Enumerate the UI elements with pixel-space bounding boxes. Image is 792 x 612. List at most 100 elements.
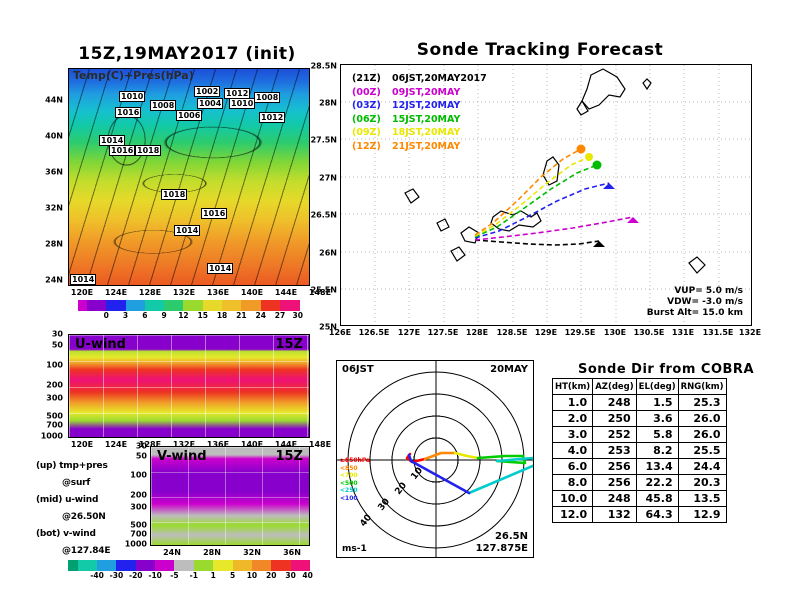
cell-az: 256 [592,458,637,475]
colorbar-tick: -10 [148,571,162,580]
cell-az: 248 [592,490,637,507]
isobar-label: 1010 [119,91,146,102]
legend-label: 06JST,20MAY2017 [392,73,487,84]
table-row: 6.0 256 13.4 24.4 [551,458,727,475]
isobar-label: 1002 [194,86,221,97]
panel-description-caption: (up) tmp+pres @surf (mid) u-wind @26.50N… [36,458,148,560]
y-tick: 100 [130,470,147,480]
isobar-label: 1016 [201,208,228,219]
x-tick: 124E [104,440,128,449]
colorbar-tick: 0 [103,311,109,320]
isobar-label: 1018 [161,189,188,200]
colorbar-tick: 30 [285,571,296,580]
legend-label: 15JST,20MAY [392,113,461,125]
legend-time: (09Z) [352,127,381,139]
x-tick: 24N [163,548,181,557]
v-wind-time-label: 15Z [275,449,303,464]
y-tick: 28N [45,239,63,249]
table-row: 8.0 256 22.2 20.3 [551,474,727,491]
x-tick: 32N [243,548,261,557]
table-row: 1.0 248 1.5 25.3 [551,394,727,411]
x-tick: 36N [283,548,301,557]
sonde-track-03z [474,182,610,239]
table-row: 4.0 253 8.2 25.5 [551,442,727,459]
ring-label: 30 [376,497,392,513]
u-wind-time-label: 15Z [275,337,303,352]
isobar-label: 1006 [176,110,203,121]
level-item: <850 [340,464,358,472]
v-wind-x-axis: 24N 28N 32N 36N [150,548,310,560]
legend-label: 09JST,20MAY [392,86,461,98]
u-wind-x-axis: 120E 124E 128E 132E 136E 140E 144E 148E [60,440,331,452]
isobar-label: 1016 [115,107,142,118]
colorbar-tick: 6 [142,311,148,320]
colorbar-tick: 10 [246,571,258,580]
isobar-label: 1014 [207,263,234,274]
x-tick: 129E [534,328,558,337]
cell-ht: 8.0 [551,474,594,491]
vdw-value: VDW= -3.0 m/s [667,297,743,307]
cell-ht: 6.0 [551,458,594,475]
x-tick: 128E [138,288,162,297]
tracking-title: Sonde Tracking Forecast [416,40,664,60]
x-tick: 140E [240,440,264,449]
cell-rng: 26.0 [677,426,727,443]
y-tick: 24N [45,275,63,285]
cell-az: 253 [592,442,637,459]
wind-colorbar: -40 -30 -20 -10 -5 -1 1 5 10 20 30 40 [68,560,313,580]
caption-line-bot-detail: @127.84E [62,546,111,556]
colorbar-tick: 1 [210,571,216,580]
level-item: <500 [340,479,358,487]
hodograph-trace [405,451,533,495]
y-tick: 25N [319,322,337,332]
caption-line-top-detail: @surf [62,478,91,488]
tracking-y-axis: 28.5N 28N 27.5N 27N 26.5N 26N 25.5N 25N [310,62,340,332]
caption-line-bot: (bot) v-wind [36,529,96,539]
legend-label: 12JST,20MAY [392,100,461,112]
sonde-track-09z [474,156,590,237]
cell-rng: 25.3 [677,394,727,411]
colorbar-tick: -30 [109,571,124,580]
x-tick: 132E [172,440,196,449]
table-header-row: HT(km) AZ(deg) EL(deg) RNG(km) [551,378,727,395]
cell-el: 64.3 [635,506,679,523]
x-tick: 136E [206,288,230,297]
column-header-el: EL(deg) [635,378,679,395]
ring-label: 20 [393,481,409,497]
x-tick: 136E [206,440,230,449]
x-tick: 127E [397,328,421,337]
v-wind-plot: V-wind 15Z [150,446,310,546]
level-item: <250 [340,487,358,495]
x-tick: 128E [465,328,489,337]
y-tick: 1000 [40,431,63,441]
colorbar-tick: -1 [189,571,198,580]
cell-rng: 24.4 [677,458,727,475]
colorbar-tick: 18 [216,311,228,320]
isobar-label: 1008 [150,100,177,111]
table-row: 10.0 248 45.8 13.5 [551,490,727,507]
x-tick: 120E [70,288,94,297]
table-row: 2.0 250 3.6 26.0 [551,410,727,427]
cell-rng: 26.0 [677,410,727,427]
cell-rng: 13.5 [677,490,727,507]
map-label-overlay-title: Temp(C)+Pres(hPa) [73,69,194,82]
legend-time: (12Z) [352,140,381,152]
x-tick: 126.5E [358,328,390,337]
isobar-label: 1016 [109,145,136,156]
hodograph-date-label: 20MAY [490,364,528,375]
y-tick: 30 [135,441,147,451]
table-row: 12.0 132 64.3 12.9 [551,506,727,523]
y-tick: 50 [51,340,63,350]
legend-item: (00Z) 09JST,20MAY [352,86,487,100]
x-tick: 148E [308,440,332,449]
isobar-label: 1014 [174,225,201,236]
isobar-label: 1012 [224,88,251,99]
vup-value: VUP= 5.0 m/s [674,286,743,296]
level-item: <100 [340,494,358,502]
legend-time: (00Z) [352,86,381,98]
x-tick: 130.5E [633,328,665,337]
u-wind-plot: U-wind 15Z [68,334,310,438]
column-header-rng: RNG(km) [677,378,727,395]
tracking-info-block: VUP= 5.0 m/s VDW= -3.0 m/s Burst Alt= 15… [647,286,743,319]
tracking-legend: (21Z) 06JST,20MAY2017 (00Z) 09JST,20MAY (0… [352,72,487,154]
